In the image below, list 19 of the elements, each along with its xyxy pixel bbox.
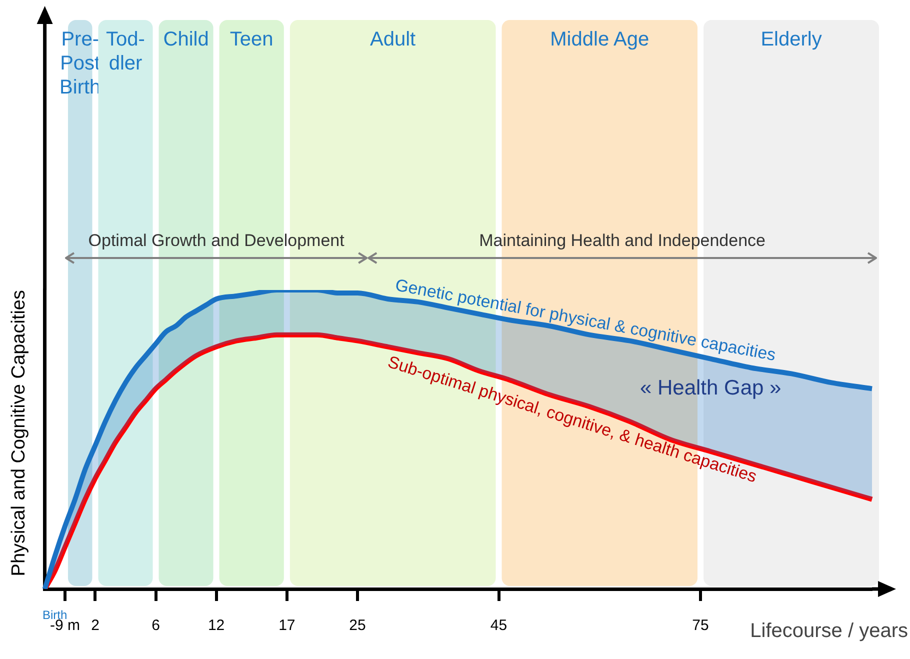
band-label: Child: [163, 28, 209, 51]
text: Maintaining Health and Independence: [479, 231, 766, 250]
x-tick-label: 6: [152, 617, 160, 634]
band-label: Adult: [370, 28, 416, 51]
y-axis-title: Physical and Cognitive Capacities: [8, 290, 30, 576]
band-label: Teen: [230, 28, 274, 51]
x-tick-label: 12: [208, 617, 225, 634]
text: Optimal Growth and Development: [88, 231, 345, 250]
band-label: Middle Age: [550, 28, 650, 51]
x-tick-label: 2: [91, 617, 100, 634]
x-tick-label: 17: [278, 617, 296, 634]
x-axis-title: Lifecourse / years: [750, 620, 908, 642]
text: Elderly: [760, 28, 822, 51]
x-tick-label: 25: [349, 617, 366, 634]
annotation: « Health Gap »: [640, 376, 782, 400]
band-label: Tod- dler: [106, 28, 145, 75]
x-tick-label: 75: [692, 617, 709, 634]
x-tick-label: 45: [490, 617, 508, 634]
band-label: Pre- Post Birth: [60, 28, 101, 99]
